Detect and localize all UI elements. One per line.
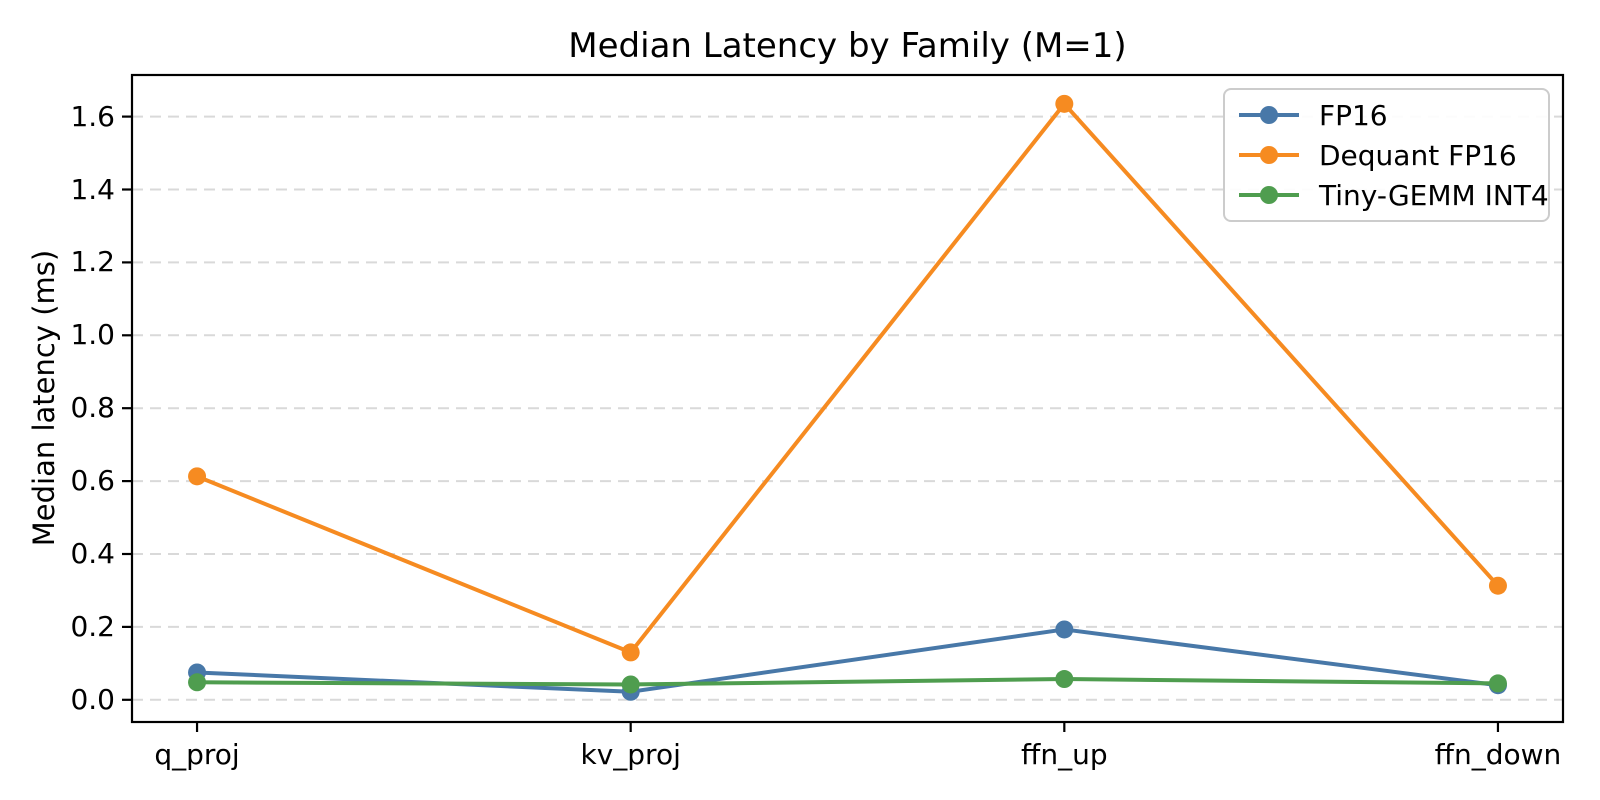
data-point-tiny-gemm-int4-q-proj [188, 673, 207, 692]
legend-item-tiny-gemm-int4: Tiny-GEMM INT4 [1238, 175, 1549, 215]
legend-item-dequant-fp16: Dequant FP16 [1238, 135, 1548, 175]
series-line-tiny-gemm-int4 [195, 677, 1500, 687]
series-line-dequant-fp16 [195, 101, 1500, 655]
data-point-tiny-gemm-int4-ffn-up [1055, 670, 1074, 689]
legend-marker-fp16 [1238, 105, 1300, 125]
legend-marker-dequant-fp16 [1238, 145, 1300, 165]
legend-marker-tiny-gemm-int4 [1238, 185, 1300, 205]
legend: FP16 Dequant FP16 Tiny-GEMM INT4 [1223, 88, 1550, 222]
y-tick-label: 0.2 [70, 609, 115, 643]
legend-item-fp16: FP16 [1238, 95, 1548, 135]
data-point-fp16-ffn-up [1055, 620, 1074, 639]
x-tick-label: q_proj [154, 738, 240, 771]
legend-line-icon [1239, 106, 1299, 124]
data-point-dequant-fp16-kv-proj [621, 643, 640, 662]
y-tick-label: 1.4 [70, 172, 115, 206]
y-tick-label: 1.6 [70, 99, 115, 133]
y-tick-label: 0.8 [70, 391, 115, 425]
legend-label: Dequant FP16 [1319, 138, 1517, 172]
y-tick-label: 0.4 [70, 537, 115, 570]
data-point-tiny-gemm-int4-kv-proj [621, 675, 640, 694]
data-point-dequant-fp16-ffn-up [1055, 94, 1074, 113]
plot-border [130, 73, 1565, 724]
x-tick-label: kv_proj [580, 738, 681, 771]
data-point-tiny-gemm-int4-ffn-down [1488, 674, 1507, 693]
x-tick-label: ffn_up [1021, 738, 1108, 771]
y-tick-label: 0.6 [70, 464, 115, 498]
data-point-dequant-fp16-ffn-down [1488, 576, 1507, 595]
legend-line-icon [1239, 186, 1299, 204]
chart-title: Median Latency by Family (M=1) [568, 26, 1127, 66]
legend-label: FP16 [1319, 98, 1388, 132]
data-point-dequant-fp16-q-proj [188, 467, 207, 486]
y-tick-label: 1.2 [70, 245, 115, 279]
x-tick-label: ffn_down [1434, 738, 1562, 771]
legend-line-icon [1239, 146, 1299, 164]
legend-label: Tiny-GEMM INT4 [1319, 178, 1549, 212]
y-tick-label: 0.0 [70, 682, 115, 716]
y-tick-label: 1.0 [70, 318, 115, 352]
